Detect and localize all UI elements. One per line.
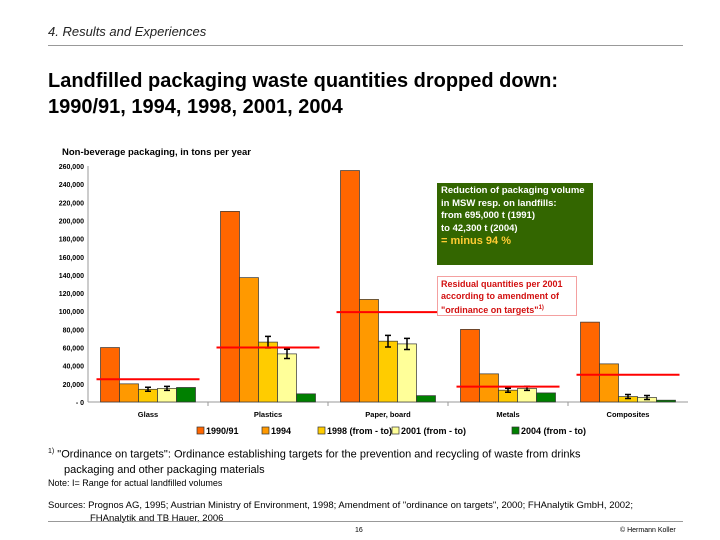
bar-paper-board-1 (359, 299, 379, 403)
y-tick-label: 260,000 (59, 164, 84, 171)
legend-swatch (317, 426, 326, 435)
y-tick-label: 100,000 (59, 309, 84, 316)
y-tick-label: - 0 (76, 400, 84, 407)
y-tick-label: 200,000 (59, 218, 84, 225)
bar-plastics-1 (239, 277, 259, 403)
range-error-bar (284, 348, 290, 360)
x-category-label: Plastics (254, 410, 282, 419)
sources: Sources: Prognos AG, 1995; Austrian Mini… (48, 499, 688, 525)
legend-label: 1990/91 (206, 426, 239, 436)
range-error-bar (164, 385, 170, 392)
bar-paper-board-0 (340, 170, 360, 403)
bar-plastics-3 (277, 353, 297, 403)
divider (48, 521, 683, 522)
footnote-text: packaging and other packaging materials (64, 463, 265, 476)
title-line-2: 1990/91, 1994, 1998, 2001, 2004 (48, 96, 343, 118)
note: Note: I= Range for actual landfilled vol… (48, 478, 223, 488)
legend-swatch (391, 426, 400, 435)
legend-label: 2001 (from - to) (401, 426, 466, 436)
legend-swatch (261, 426, 270, 435)
range-error-bar (385, 334, 391, 348)
range-error-bar (505, 387, 511, 393)
y-tick-label: 60,000 (63, 346, 85, 353)
chart-title: Non-beverage packaging, in tons per year (62, 147, 251, 158)
y-tick-label: 160,000 (59, 255, 84, 262)
sources-text: FHAnalytik and TB Hauer, 2006 (90, 513, 224, 524)
bar-glass-0 (100, 347, 120, 403)
bar-glass-1 (119, 383, 139, 403)
sources-text: Sources: Prognos AG, 1995; Austrian Mini… (48, 500, 633, 511)
bar-paper-board-2 (378, 340, 398, 403)
callout-line: Residual quantities per 2001 (441, 279, 563, 289)
bar-metals-1 (479, 373, 499, 403)
bar-paper-board-3 (397, 343, 417, 403)
y-tick-label: 140,000 (59, 273, 84, 280)
x-category-label: Metals (496, 410, 519, 419)
y-tick-label: 120,000 (59, 291, 84, 298)
bar-metals-0 (460, 329, 480, 403)
x-category-label: Composites (607, 410, 650, 419)
y-tick-label: 80,000 (63, 327, 85, 334)
range-error-bar (404, 337, 410, 351)
callout-line: according to amendment of (441, 291, 560, 301)
bar-composites-4 (656, 399, 676, 403)
callout-line: Reduction of packaging volume (441, 185, 585, 196)
target-callout: Residual quantities per 2001 according t… (437, 276, 577, 316)
legend-label: 1998 (from - to) (327, 426, 392, 436)
page-number: 16 (355, 527, 363, 534)
footnote-ref: 1) (538, 305, 544, 311)
callout-highlight: = minus 94 % (441, 235, 512, 247)
slide-title: Landfilled packaging waste quantities dr… (48, 68, 688, 120)
footnote-mark: 1) (48, 448, 55, 455)
callout-line: in MSW resp. on landfills: (441, 197, 557, 209)
footnote: 1) "Ordinance on targets": Ordinance est… (48, 444, 668, 478)
title-line-1: Landfilled packaging waste quantities dr… (48, 70, 559, 92)
callout-line: from 695,000 t (1991) (441, 210, 535, 221)
divider (48, 45, 683, 46)
x-category-label: Paper, board (365, 410, 411, 419)
legend-label: 1994 (271, 426, 291, 436)
legend-swatch (196, 426, 205, 435)
bar-paper-board-4 (416, 395, 436, 403)
bar-plastics-2 (258, 341, 278, 403)
x-category-label: Glass (138, 410, 158, 419)
bar-plastics-0 (220, 211, 240, 403)
range-error-bar (145, 386, 151, 393)
bar-plastics-4 (296, 393, 316, 403)
reduction-callout: Reduction of packaging volume in MSW res… (437, 183, 593, 265)
range-error-bar (644, 394, 650, 401)
footnote-text: "Ordinance on targets": Ordinance establ… (57, 448, 581, 461)
legend-swatch (511, 426, 520, 435)
copyright: © Hermann Koller (620, 527, 676, 534)
bar-metals-4 (536, 392, 556, 403)
y-tick-label: 220,000 (59, 200, 84, 207)
section-heading: 4. Results and Experiences (48, 24, 207, 39)
legend-label: 2004 (from - to) (521, 426, 586, 436)
callout-line: to 42,300 t (2004) (441, 222, 518, 234)
y-tick-label: 240,000 (59, 182, 84, 189)
bar-composites-0 (580, 321, 600, 403)
y-tick-label: 20,000 (63, 382, 85, 389)
y-tick-label: 40,000 (63, 364, 85, 371)
bar-glass-4 (176, 387, 196, 403)
range-error-bar (625, 393, 631, 400)
bar-composites-1 (599, 363, 619, 403)
callout-line: "ordinance on targets" (441, 305, 539, 315)
y-tick-label: 180,000 (59, 237, 84, 244)
bar-chart: Non-beverage packaging, in tons per year… (59, 147, 688, 436)
